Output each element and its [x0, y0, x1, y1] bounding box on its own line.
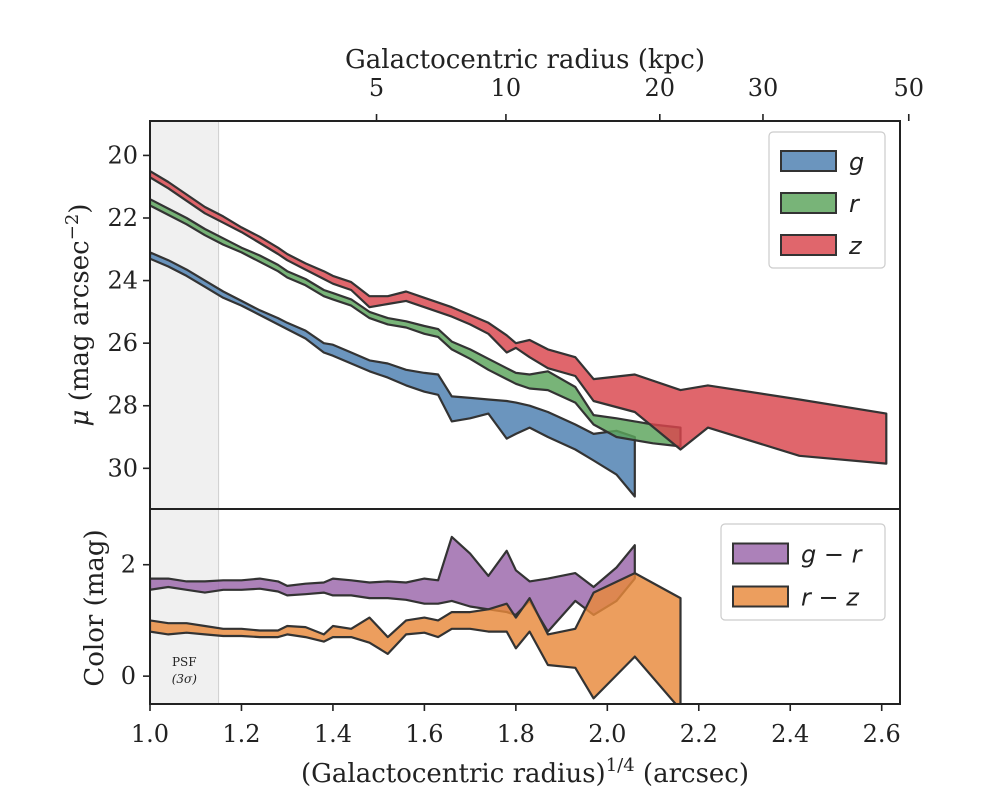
kpc-tick-label: 20 [645, 74, 676, 102]
color-bands [150, 535, 682, 704]
axis-labels: Galactocentric radius (kpc) μ (mag arcsec… [62, 45, 749, 789]
y-tick-label: 20 [107, 141, 138, 169]
legend-label-part: g [801, 541, 816, 569]
y-tick-label: 24 [107, 267, 138, 295]
legend-label: z [848, 232, 863, 260]
color-y-tick-label: 2 [121, 551, 136, 579]
color-y-tick-label: 0 [121, 662, 136, 690]
legend-label-part: r [849, 190, 861, 218]
y-tick-label: 30 [107, 454, 138, 482]
legend-label-part: r [852, 541, 864, 569]
top-legend: grz [768, 131, 886, 269]
legend-label: g − r [801, 541, 864, 569]
x-title-superscript: 1/4 [606, 755, 635, 776]
surface-brightness-panel: 20222426283051020305075100150200grz [107, 74, 924, 704]
y-tick-label: 26 [107, 329, 138, 357]
x-tick-label: 1.4 [314, 720, 352, 748]
legend-label: g [849, 148, 864, 176]
x-tick-label: 1.6 [405, 720, 443, 748]
legend-swatch [732, 585, 789, 608]
band-r [150, 198, 682, 448]
y-tick-label: 22 [107, 204, 138, 232]
band-r-z [150, 572, 682, 704]
legend-label-part: z [848, 232, 863, 260]
kpc-tick-label: 50 [893, 74, 924, 102]
legend-label-part: − [816, 541, 851, 569]
y-title-superscript: −2 [62, 214, 83, 241]
legend-label: r [849, 190, 861, 218]
legend-swatch [780, 192, 837, 214]
psf-label: PSF (3σ) [172, 655, 198, 686]
x-tick-label: 1.8 [497, 720, 535, 748]
legend-label-part: − [811, 584, 846, 612]
x-tick-label: 2.2 [680, 720, 718, 748]
y-title-close: ) [65, 204, 95, 214]
band-g-r [150, 535, 636, 633]
surface-brightness-bands [150, 170, 888, 498]
bottom-legend: g − rr − z [720, 523, 886, 621]
color-panel: PSF (3σ) 0 2 1.0 1.2 1.4 1.6 1.8 2.0 2.2 2.4 2.6 g − … [121, 508, 901, 748]
top-y-axis-title: μ (mag arcsec−2) [62, 204, 95, 427]
y-title-math: μ [65, 410, 95, 427]
bottom-panel-frame [149, 508, 901, 705]
legend-item-g-r: g − r [732, 541, 864, 569]
psf-label-line2: (3σ) [172, 672, 198, 686]
kpc-tick-label: 10 [491, 74, 522, 102]
legend-item-g: g [780, 148, 864, 176]
legend-label: r − z [801, 584, 860, 612]
x-tick-label: 1.0 [131, 720, 169, 748]
band-g [150, 251, 636, 498]
psf-label-line1: PSF [172, 655, 197, 669]
x-title-tail: (arcsec) [635, 759, 749, 789]
kpc-tick-label: 5 [369, 74, 384, 102]
kpc-tick-label: 30 [748, 74, 779, 102]
legend-swatch [732, 542, 789, 565]
y-tick-label: 28 [107, 392, 138, 420]
legend-label-part: g [849, 148, 864, 176]
legend-label-part: z [845, 584, 860, 612]
legend-label-part: r [801, 584, 813, 612]
x-tick-label: 2.6 [863, 720, 901, 748]
band-z [150, 170, 888, 465]
legend-item-z: z [780, 232, 863, 260]
x-tick-label: 2.0 [588, 720, 626, 748]
x-title-text: (Galactocentric radius) [301, 759, 606, 789]
x-tick-label: 2.4 [771, 720, 809, 748]
x-tick-label: 1.2 [222, 720, 260, 748]
legend-swatch [780, 150, 837, 172]
y-title-text: (mag arcsec [65, 240, 95, 409]
bottom-y-axis-title: Color (mag) [80, 529, 110, 686]
x-axis-title: (Galactocentric radius)1/4 (arcsec) [301, 755, 749, 789]
top-axis-title: Galactocentric radius (kpc) [345, 45, 705, 75]
legend-item-r-z: r − z [732, 584, 860, 612]
legend-swatch [780, 234, 837, 256]
legend-item-r: r [780, 190, 861, 218]
